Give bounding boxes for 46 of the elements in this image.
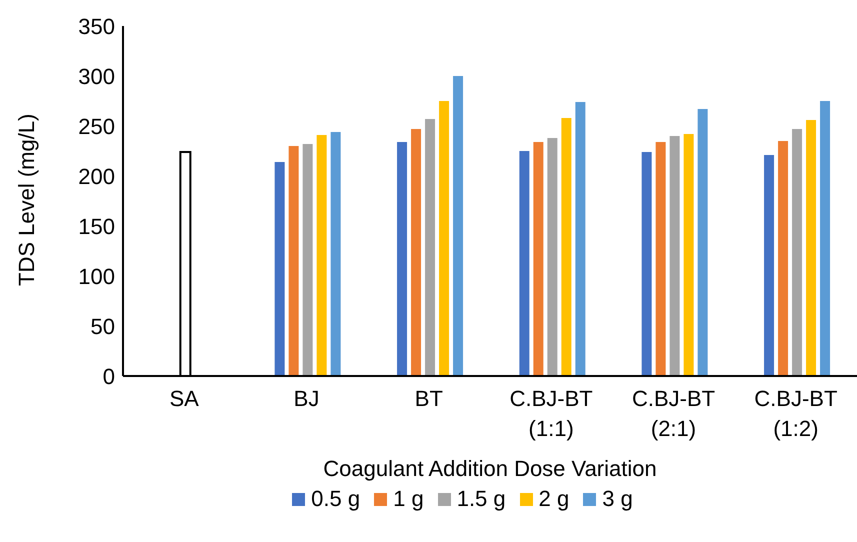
- y-tick-label: 100: [78, 264, 115, 289]
- y-tick-label: 50: [90, 314, 115, 339]
- bar: [561, 118, 572, 376]
- bar: [656, 142, 666, 376]
- bar: [519, 151, 530, 376]
- legend-label: 3 g: [602, 486, 633, 512]
- legend-label: 1 g: [393, 486, 424, 512]
- bar: [547, 138, 558, 376]
- bar: [670, 136, 680, 376]
- bar: [439, 101, 450, 376]
- y-tick-label: 350: [78, 14, 115, 39]
- y-tick-label: 200: [78, 164, 115, 189]
- bar: [806, 120, 816, 376]
- bar: [684, 134, 694, 376]
- bar: [425, 119, 436, 376]
- y-tick-label: 300: [78, 64, 115, 89]
- x-tick-label: C.BJ-BT (1:1): [510, 386, 593, 441]
- bar: [302, 144, 313, 376]
- bar: [288, 146, 299, 376]
- x-tick-label: BJ: [294, 386, 320, 411]
- x-tick-label: SA: [169, 386, 200, 411]
- bar: [792, 129, 802, 376]
- bar: [778, 141, 788, 376]
- legend-label: 0.5 g: [311, 486, 360, 512]
- x-tick-label: C.BJ-BT (2:1): [632, 386, 716, 441]
- bar: [411, 129, 422, 376]
- bar: [698, 109, 708, 376]
- bar: [397, 142, 408, 376]
- bar: [575, 102, 586, 376]
- bar: [533, 142, 544, 376]
- y-tick-label: 150: [78, 214, 115, 239]
- bar: [642, 152, 652, 376]
- y-tick-label: 0: [102, 364, 115, 389]
- bar: [330, 132, 341, 376]
- x-tick-label: BT: [414, 386, 443, 411]
- bar: [764, 155, 774, 376]
- y-axis-title: TDS Level (mg/L): [14, 114, 39, 286]
- x-axis-title: Coagulant Addition Dose Variation: [323, 456, 657, 481]
- bar: [316, 135, 327, 376]
- bar: [453, 76, 464, 376]
- x-tick-label: C.BJ-BT (1:2): [754, 386, 838, 441]
- bar: [274, 162, 285, 376]
- bar: [820, 101, 830, 376]
- y-tick-label: 250: [78, 114, 115, 139]
- legend-label: 2 g: [538, 486, 570, 512]
- legend-label: 1.5 g: [456, 486, 506, 512]
